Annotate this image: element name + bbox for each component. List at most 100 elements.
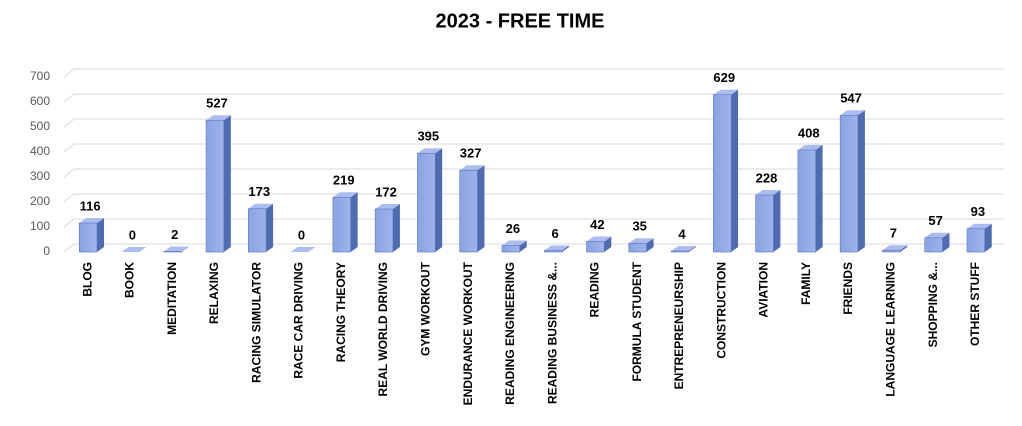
- value-label: 547: [840, 91, 862, 106]
- y-tick-label: 300: [30, 169, 50, 183]
- value-label: 0: [129, 227, 136, 242]
- x-tick-label: CONSTRUCTION: [714, 262, 728, 359]
- bar-top: [206, 115, 231, 121]
- bar-top: [882, 245, 908, 251]
- bar-top: [544, 245, 570, 251]
- grid-line: [63, 243, 1004, 253]
- x-tick-label: RELAXING: [207, 262, 221, 324]
- bar-side: [392, 204, 400, 252]
- bar-side: [646, 238, 654, 252]
- x-tick-label: REAL WORLD DRIVING: [376, 262, 390, 396]
- value-label: 116: [80, 198, 101, 213]
- bar-top: [332, 192, 358, 198]
- bar-top: [121, 247, 147, 252]
- bar-top: [713, 89, 739, 95]
- value-label: 93: [971, 204, 985, 219]
- bar-group: [924, 232, 950, 253]
- bar-side: [857, 110, 865, 252]
- bar-top: [79, 218, 105, 223]
- bar: [374, 208, 394, 253]
- bar-side: [562, 245, 570, 252]
- x-tick-label: FAMILY: [799, 262, 813, 305]
- value-label: 172: [375, 184, 397, 199]
- y-tick-label: 500: [30, 119, 50, 133]
- bar-group: [670, 246, 696, 253]
- x-tick-label: RACING SIMULATOR: [249, 262, 263, 383]
- bar: [78, 222, 98, 253]
- bar-side: [477, 165, 485, 252]
- bar-side: [97, 218, 105, 252]
- bar-top: [840, 110, 865, 116]
- x-tick-label: LANGUAGE LEARNING: [883, 262, 897, 397]
- x-tick-label: ENDURANCE WORKOUT: [461, 261, 475, 405]
- value-label: 173: [248, 184, 270, 199]
- y-tick-label: 400: [30, 144, 50, 158]
- bar-group: [459, 165, 485, 253]
- x-tick-label: RACE CAR DRIVING: [292, 262, 306, 379]
- bar-side: [181, 246, 189, 252]
- bar: [459, 169, 478, 253]
- bar-group: [882, 245, 908, 253]
- bar: [586, 241, 605, 253]
- bar-top: [163, 246, 189, 252]
- value-label: 7: [890, 226, 897, 241]
- bar: [163, 251, 182, 253]
- bar-top: [797, 145, 823, 150]
- bar-side: [731, 89, 739, 252]
- value-label: 228: [756, 170, 778, 185]
- bar-group: [628, 238, 654, 253]
- value-label: 35: [632, 219, 646, 234]
- bar: [332, 196, 351, 253]
- bar-side: [604, 236, 612, 252]
- bar-side: [984, 223, 992, 252]
- x-tick-label: READING BUSINESS &...: [545, 262, 559, 404]
- bar-top: [755, 190, 781, 195]
- value-label: 26: [506, 221, 520, 236]
- bar-side: [773, 190, 781, 252]
- bar: [839, 114, 859, 253]
- bar: [670, 250, 690, 253]
- bar-side: [435, 148, 443, 252]
- grid-line: [63, 143, 1004, 153]
- bar-side: [223, 115, 231, 252]
- value-label: 527: [206, 96, 228, 111]
- bar: [501, 245, 521, 253]
- bar-group: [755, 190, 781, 253]
- bar: [924, 237, 943, 253]
- bar-side: [815, 145, 823, 252]
- y-tick-label: 0: [43, 244, 50, 258]
- bar-top: [966, 223, 992, 229]
- grid-line: [63, 118, 1004, 128]
- bar-top: [671, 246, 696, 251]
- grid-line: [63, 168, 1004, 178]
- grid-line: [63, 193, 1004, 203]
- value-label: 327: [460, 146, 482, 161]
- value-label: 2: [171, 227, 178, 242]
- grid-line: [63, 93, 1004, 103]
- bar-top: [375, 204, 400, 209]
- bar: [628, 242, 647, 253]
- bar-top: [628, 238, 654, 244]
- bar-side: [900, 245, 908, 252]
- bar-side: [519, 240, 527, 252]
- bar-side: [688, 246, 696, 252]
- bar-side: [266, 203, 274, 252]
- bar-group: [78, 218, 105, 253]
- value-label: 408: [798, 125, 820, 140]
- bar-top: [459, 165, 485, 171]
- value-label: 0: [298, 227, 305, 242]
- bar-group: [797, 145, 823, 253]
- bar-top: [290, 247, 316, 252]
- bar: [882, 249, 901, 253]
- bar-side: [942, 232, 950, 252]
- y-tick-label: 700: [30, 69, 50, 83]
- x-tick-label: SHOPPING &...: [926, 262, 940, 347]
- bar-group: [713, 89, 739, 253]
- value-label: 4: [678, 226, 686, 241]
- chart-title: 2023 - FREE TIME: [436, 10, 605, 32]
- x-tick-label: GYM WORKOUT: [418, 261, 432, 356]
- value-label: 42: [590, 217, 604, 232]
- bar-group: [966, 223, 992, 253]
- bar-top: [248, 203, 274, 209]
